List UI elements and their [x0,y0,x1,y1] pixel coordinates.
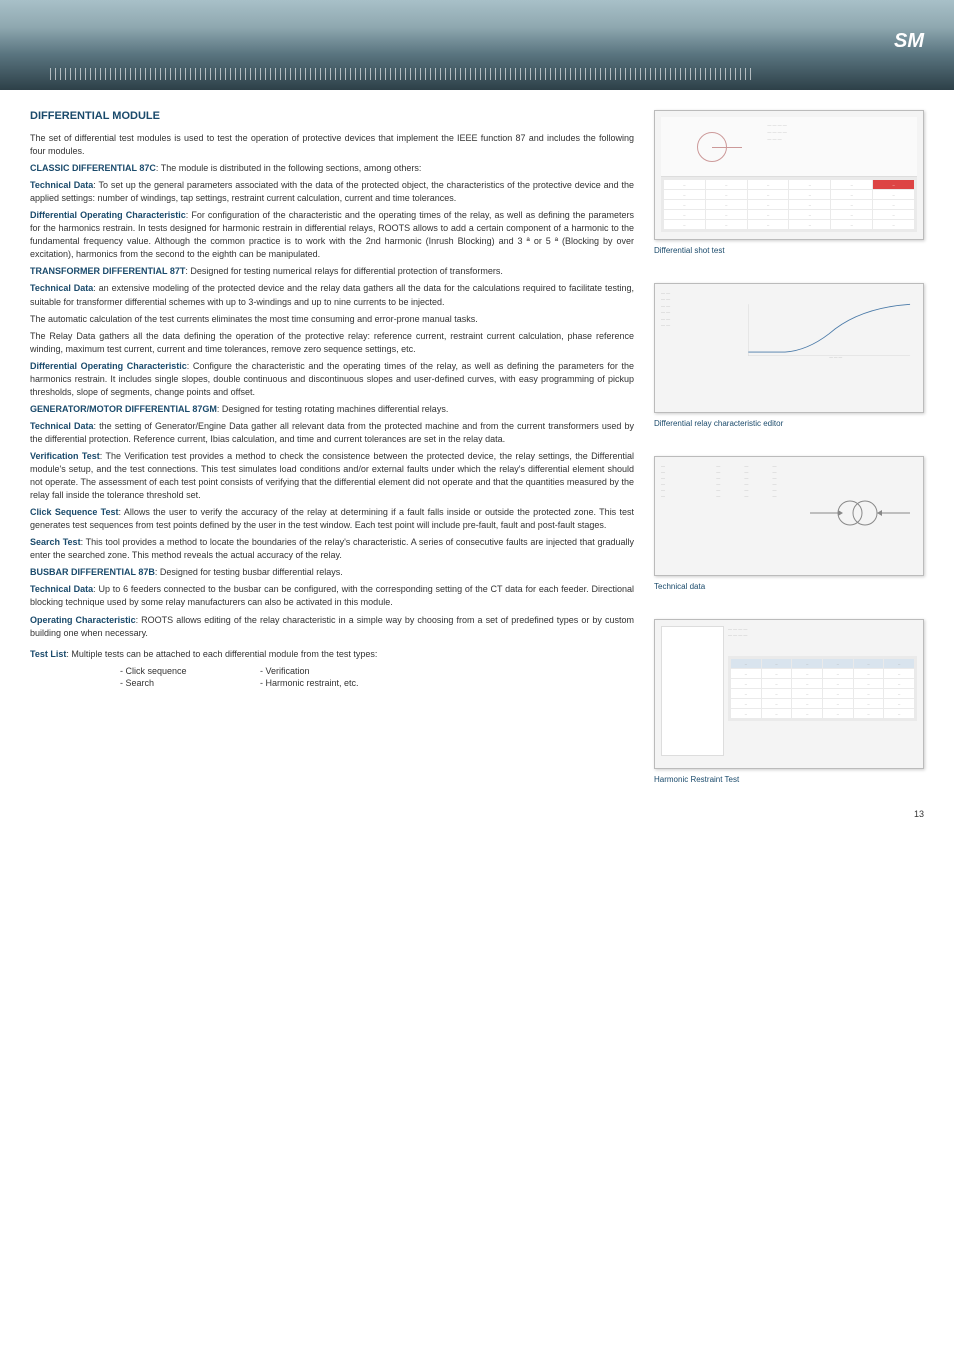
generator-search: Search Test: This tool provides a method… [30,536,634,562]
generator-tech: Technical Data: the setting of Generator… [30,420,634,446]
figure-2: — —— —— —— —— —— — — — — [654,283,924,413]
generator-lead-bold: GENERATOR/MOTOR DIFFERENTIAL 87GM [30,404,217,414]
classic-op-lead: Differential Operating Characteristic [30,210,186,220]
figure-3-caption: Technical data [654,582,924,591]
busbar-lead: BUSBAR DIFFERENTIAL 87B: Designed for te… [30,566,634,579]
classic-tech-lead: Technical Data [30,180,93,190]
content-area: DIFFERENTIAL MODULE The set of different… [0,90,954,804]
classic-lead: CLASSIC DIFFERENTIAL 87C: The module is … [30,162,634,175]
generator-ver-lead: Verification Test [30,451,100,461]
classic-lead-tail: : The module is distributed in the follo… [156,163,421,173]
generator-tech-lead: Technical Data [30,421,93,431]
transformer-op: Differential Operating Characteristic: C… [30,360,634,399]
generator-ver-body: : The Verification test provides a metho… [30,451,634,500]
right-column: — — — —— — — —— — — –––––– –––––– ––––––… [654,110,924,784]
generator-click: Click Sequence Test: Allows the user to … [30,506,634,532]
intro-para: The set of differential test modules is … [30,132,634,158]
transformer-icon [810,493,910,533]
transformer-tech: Technical Data: an extensive modeling of… [30,282,634,308]
figure-4-caption: Harmonic Restraint Test [654,775,924,784]
busbar-tech-lead: Technical Data [30,584,93,594]
transformer-lead-tail: : Designed for testing numerical relays … [185,266,502,276]
transformer-lead-bold: TRANSFORMER DIFFERENTIAL 87T [30,266,185,276]
testlist-row1: - Click sequence - Verification [30,665,634,678]
fig2-content: — —— —— —— —— —— — — — — [655,284,923,378]
generator-lead-tail: : Designed for testing rotating machines… [217,404,448,414]
transformer-tech-body: : an extensive modeling of the protected… [30,283,634,306]
fig1-table: –––––– –––––– –––––– –––––– –––––– [661,177,917,232]
logo: SM [894,30,924,53]
testlist-row2: - Search - Harmonic restraint, etc. [30,677,634,690]
testlist-tail: : Multiple tests can be attached to each… [66,649,377,659]
transformer-lead: TRANSFORMER DIFFERENTIAL 87T: Designed f… [30,265,634,278]
busbar-lead-bold: BUSBAR DIFFERENTIAL 87B [30,567,155,577]
generator-search-body: : This tool provides a method to locate … [30,537,634,560]
busbar-op-lead: Operating Characteristic [30,615,136,625]
testlist-lead: Test List [30,649,66,659]
figure-3: ———— ———— ———— ———— ———— ———— [654,456,924,576]
fig3-content: ———— ———— ———— ———— ———— ———— [655,457,923,569]
page-number: 13 [0,804,954,834]
fig1-content: — — — —— — — —— — — –––––– –––––– ––––––… [655,111,923,238]
classic-lead-bold: CLASSIC DIFFERENTIAL 87C [30,163,156,173]
transformer-op-lead: Differential Operating Characteristic [30,361,187,371]
svg-text:— — —: — — — [829,356,842,360]
fig4-table: –––––– –––––– –––––– –––––– –––––– –––––… [728,656,917,721]
characteristic-curve: — — — [741,290,917,370]
testlist-r1b: - Verification [260,665,310,678]
generator-tech-body: : the setting of Generator/Engine Data g… [30,421,634,444]
classic-op: Differential Operating Characteristic: F… [30,209,634,261]
left-column: DIFFERENTIAL MODULE The set of different… [30,110,634,784]
classic-tech-body: : To set up the general parameters assoc… [30,180,634,203]
generator-click-body: : Allows the user to verify the accuracy… [30,507,634,530]
busbar-tech: Technical Data: Up to 6 feeders connecte… [30,583,634,609]
testlist-r2b: - Harmonic restraint, etc. [260,677,359,690]
figure-1-caption: Differential shot test [654,246,924,255]
figure-1: — — — —— — — —— — — –––––– –––––– ––––––… [654,110,924,240]
generator-search-lead: Search Test [30,537,81,547]
section-title: DIFFERENTIAL MODULE [30,110,634,122]
classic-tech: Technical Data: To set up the general pa… [30,179,634,205]
generator-lead: GENERATOR/MOTOR DIFFERENTIAL 87GM: Desig… [30,403,634,416]
busbar-tech-body: : Up to 6 feeders connected to the busba… [30,584,634,607]
testlist-r1a: - Click sequence [120,665,260,678]
figure-2-caption: Differential relay characteristic editor [654,419,924,428]
transformer-auto: The automatic calculation of the test cu… [30,313,634,326]
figure-4: — — — —— — — — –––––– –––––– –––––– ––––… [654,619,924,769]
header-banner: SM [0,0,954,90]
generator-ver: Verification Test: The Verification test… [30,450,634,502]
busbar-lead-tail: : Designed for testing busbar differenti… [155,567,343,577]
generator-click-lead: Click Sequence Test [30,507,119,517]
transformer-tech-lead: Technical Data [30,283,93,293]
fig4-content: — — — —— — — — –––––– –––––– –––––– ––––… [655,620,923,762]
testlist-r2a: - Search [120,677,260,690]
busbar-op: Operating Characteristic: ROOTS allows e… [30,614,634,640]
transformer-relay: The Relay Data gathers all the data defi… [30,330,634,356]
testlist: Test List: Multiple tests can be attache… [30,648,634,661]
